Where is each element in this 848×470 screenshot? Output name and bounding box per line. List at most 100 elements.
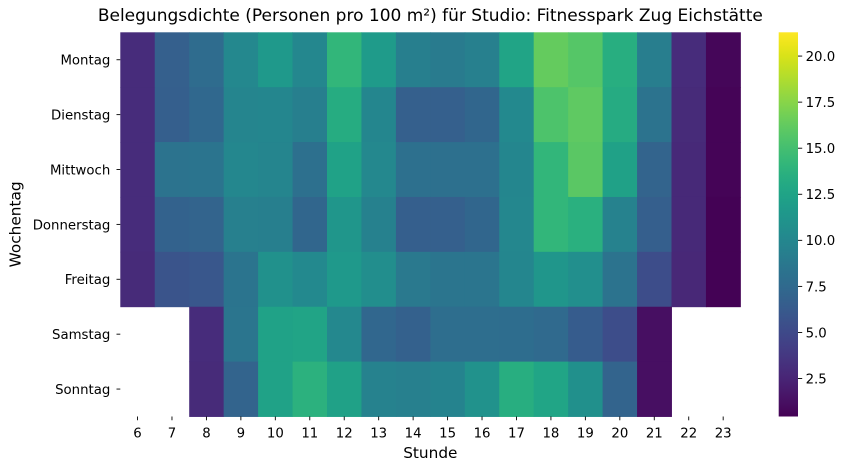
heatmap-cell	[154, 32, 190, 88]
x-tick-label: 17	[508, 427, 525, 442]
heatmap-cell	[568, 251, 604, 308]
heatmap-cell	[154, 251, 190, 308]
heatmap-cell	[154, 196, 190, 253]
heatmap-cell	[395, 306, 431, 363]
x-tick-label: 14	[405, 427, 422, 442]
heatmap-cell	[120, 142, 156, 198]
y-axis-ticks: Montag Dienstag Mittwoch Donnerstag Freitag S…	[33, 54, 121, 398]
heatmap-cell	[602, 142, 638, 198]
x-tick-label: 8	[202, 427, 210, 442]
heatmap-cell	[395, 196, 431, 253]
heatmap-cell	[568, 306, 604, 363]
heatmap-cell	[258, 87, 293, 143]
heatmap-cell	[602, 361, 638, 417]
heatmap-cell	[292, 142, 328, 198]
heatmap-cell	[292, 87, 328, 143]
x-axis-ticks: 6 7 8 9 10 11 12 13 14 15 16 17 18 19 20 21 22 23	[133, 416, 732, 442]
heatmap-cell	[499, 361, 535, 417]
colorbar-tick-label: 7.5	[806, 280, 827, 295]
heatmap-cell	[533, 87, 569, 143]
heatmap-cell	[292, 306, 328, 363]
y-tick-label: Donnerstag	[33, 218, 111, 233]
heatmap-cell	[327, 196, 362, 253]
heatmap-cell	[223, 251, 259, 308]
heatmap-cell	[361, 306, 397, 363]
heatmap-cell	[327, 142, 362, 198]
x-tick-label: 19	[577, 427, 594, 442]
x-tick-label: 21	[646, 427, 663, 442]
heatmap-cell	[120, 196, 156, 253]
colorbar-tick-label: 2.5	[806, 372, 827, 387]
heatmap-cell	[223, 87, 259, 143]
heatmap-cell	[189, 142, 225, 198]
heatmap-cell	[361, 196, 397, 253]
heatmap-cell	[189, 87, 225, 143]
heatmap-cell	[464, 196, 500, 253]
heatmap-cell	[223, 32, 259, 88]
heatmap-cell	[430, 196, 466, 253]
heatmap-cell	[568, 361, 604, 417]
heatmap-cell	[637, 306, 672, 363]
x-tick-label: 13	[370, 427, 387, 442]
colorbar-tick-label: 15.0	[806, 142, 836, 157]
heatmap-cell	[258, 196, 293, 253]
heatmap-cell	[361, 87, 397, 143]
heatmap-cell	[430, 306, 466, 363]
heatmap-cell	[430, 32, 466, 88]
heatmap-cell	[637, 196, 672, 253]
heatmap-cell	[533, 306, 569, 363]
heatmap-cell	[223, 196, 259, 253]
x-tick-label: 22	[680, 427, 697, 442]
x-tick-label: 10	[267, 427, 284, 442]
y-tick-label: Freitag	[65, 273, 111, 288]
heatmap-cell	[395, 87, 431, 143]
heatmap-cell	[499, 306, 535, 363]
heatmap-cell	[533, 196, 569, 253]
heatmap-cell	[568, 196, 604, 253]
heatmap-cell	[258, 142, 293, 198]
heatmap-cell	[464, 142, 500, 198]
heatmap-cell	[258, 251, 293, 308]
heatmap-cell	[464, 361, 500, 417]
heatmap-cell	[120, 32, 156, 88]
heatmap-cell	[223, 306, 259, 363]
x-tick-label: 6	[133, 427, 141, 442]
heatmap-cell	[464, 32, 500, 88]
heatmap-cell	[189, 196, 225, 253]
heatmap-cell	[705, 196, 741, 253]
heatmap-cell	[671, 251, 707, 308]
heatmap-cell	[258, 361, 293, 417]
x-tick-label: 12	[336, 427, 353, 442]
x-tick-label: 15	[439, 427, 456, 442]
heatmap-cell	[533, 32, 569, 88]
heatmap-cell	[602, 87, 638, 143]
x-tick-label: 16	[474, 427, 491, 442]
y-axis-label: Wochentag	[7, 181, 25, 267]
heatmap-cell	[464, 87, 500, 143]
heatmap-cell	[671, 87, 707, 143]
heatmap-cell	[327, 87, 362, 143]
heatmap-cell	[464, 251, 500, 308]
heatmap-cell	[671, 142, 707, 198]
heatmap-cell	[602, 196, 638, 253]
heatmap-cell	[154, 142, 190, 198]
y-tick-label: Sonntag	[55, 383, 110, 398]
heatmap-cell	[292, 32, 328, 88]
heatmap-cell	[705, 87, 741, 143]
x-tick-label: 7	[168, 427, 176, 442]
y-tick-label: Montag	[60, 54, 110, 69]
heatmap-cell	[499, 87, 535, 143]
heatmap-cell	[705, 251, 741, 308]
heatmap-cell	[189, 32, 225, 88]
heatmap-cell	[292, 361, 328, 417]
y-tick-label: Mittwoch	[50, 163, 110, 178]
x-tick-label: 18	[542, 427, 559, 442]
colorbar	[778, 32, 798, 417]
heatmap-cell	[499, 142, 535, 198]
heatmap-cell	[189, 251, 225, 308]
heatmap-cell	[189, 306, 225, 363]
heatmap-cell	[327, 32, 362, 88]
heatmap-cell	[533, 142, 569, 198]
heatmap-cell	[499, 196, 535, 253]
